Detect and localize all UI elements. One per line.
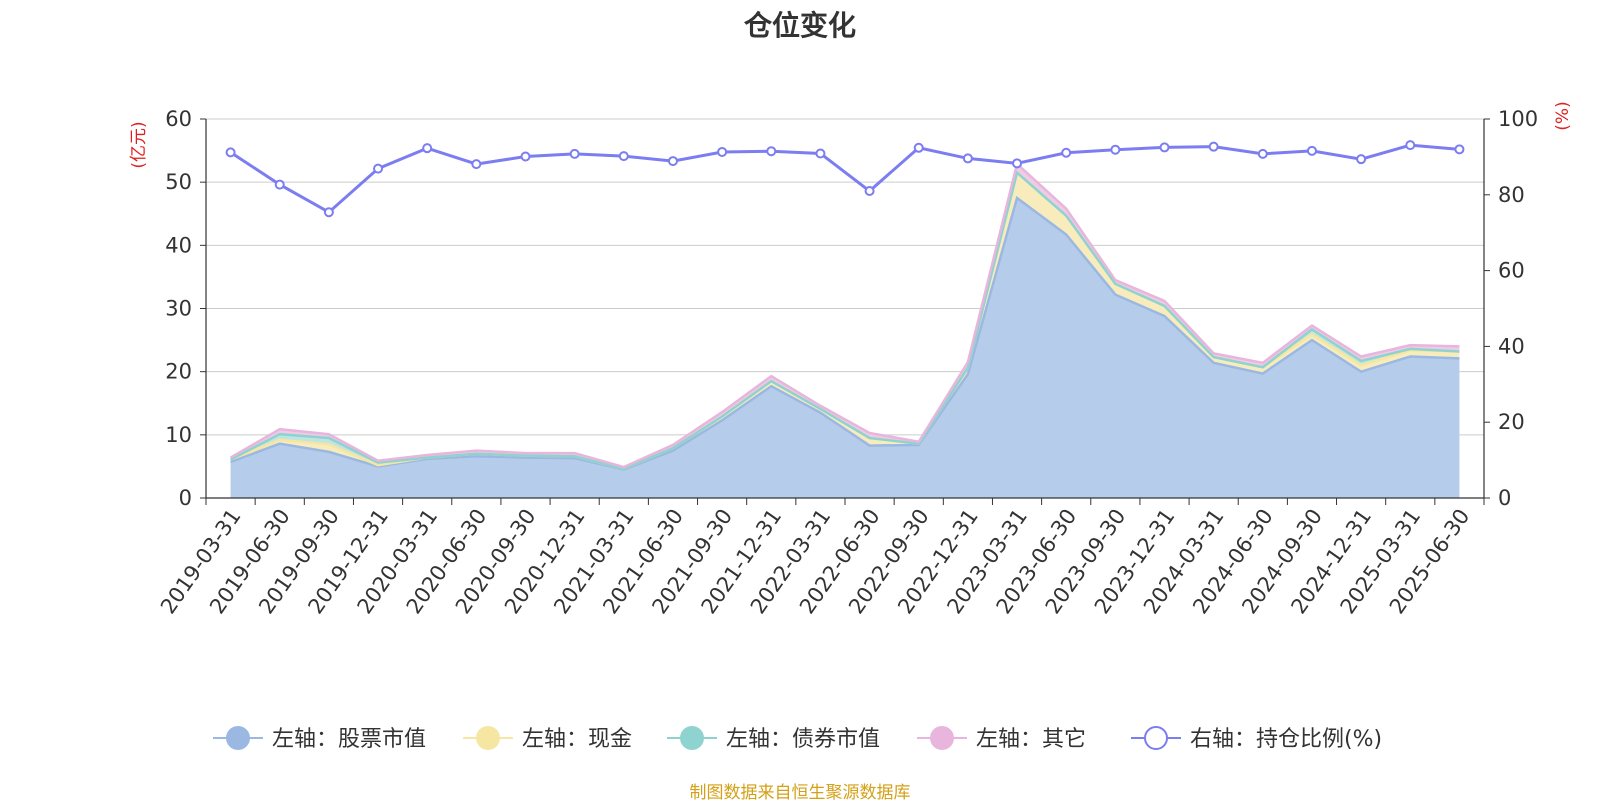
- legend-label: 右轴：持仓比例(%): [1190, 727, 1382, 752]
- ratio-point: [422, 143, 433, 154]
- ratio-point: [864, 186, 875, 197]
- ratio-point: [766, 146, 777, 157]
- legend-marker: [1144, 726, 1168, 750]
- area-line-0: [230, 195, 1460, 471]
- ratio-point: [913, 142, 924, 153]
- legend-marker: [476, 726, 500, 750]
- ratio-point: [471, 159, 482, 170]
- ratio-point: [1208, 141, 1219, 152]
- left-tick-label: 60: [165, 107, 192, 131]
- area-0: [230, 197, 1460, 498]
- ratio-point: [225, 147, 236, 158]
- position-change-chart: 01020304050600204060801002019-03-312019-…: [129, 101, 1573, 752]
- grid-lines: [206, 118, 1484, 436]
- ratio-point: [323, 207, 334, 218]
- right-axis-unit: (%): [1553, 101, 1573, 130]
- ratio-point: [1012, 158, 1023, 169]
- left-tick-label: 20: [165, 360, 192, 384]
- ratio-point: [520, 151, 531, 162]
- chart-title: 仓位变化: [743, 9, 856, 42]
- legend-label: 左轴：其它: [976, 727, 1086, 752]
- ratio-point: [618, 151, 629, 162]
- ratio-point: [1405, 140, 1416, 151]
- area-line-2: [230, 170, 1460, 471]
- legend-label: 左轴：股票市值: [272, 727, 426, 752]
- ratio-point: [274, 179, 285, 190]
- ratio-point: [569, 148, 580, 159]
- data-source-note: 制图数据来自恒生聚源数据库: [689, 783, 911, 803]
- ratio-line: [225, 140, 1465, 218]
- legend-marker: [930, 726, 954, 750]
- legend: 左轴：股票市值 左轴：现金 左轴：债券市值 左轴：其它 右轴：持仓比例(%): [213, 726, 1382, 752]
- left-tick-label: 40: [165, 233, 192, 257]
- ratio-point: [667, 156, 678, 167]
- ratio-point: [1159, 142, 1170, 153]
- legend-label: 左轴：债券市值: [726, 727, 880, 752]
- ratio-point: [1356, 154, 1367, 165]
- ratio-point: [373, 163, 384, 174]
- legend-marker: [680, 726, 704, 750]
- left-tick-label: 10: [165, 423, 192, 447]
- area-line-3: [229, 161, 1460, 469]
- ratio-polyline: [229, 143, 1460, 215]
- right-tick-label: 40: [1498, 334, 1525, 358]
- right-tick-label: 0: [1498, 486, 1511, 510]
- left-tick-label: 50: [165, 170, 192, 194]
- ratio-point: [717, 146, 728, 157]
- ratio-point: [1110, 144, 1121, 155]
- right-tick-label: 100: [1498, 107, 1538, 131]
- left-tick-label: 30: [165, 297, 192, 321]
- ratio-point: [1454, 144, 1465, 155]
- right-tick-label: 20: [1498, 410, 1525, 434]
- left-tick-label: 0: [179, 486, 192, 510]
- right-tick-label: 60: [1498, 259, 1525, 283]
- stacked-areas: [229, 161, 1460, 498]
- ratio-point: [1257, 148, 1268, 159]
- legend-marker: [226, 726, 250, 750]
- left-axis-unit: (亿元): [129, 121, 149, 168]
- ratio-point: [1306, 145, 1317, 156]
- legend-label: 左轴：现金: [522, 727, 632, 752]
- ratio-point: [815, 148, 826, 159]
- right-tick-label: 80: [1498, 183, 1525, 207]
- ratio-point: [1061, 147, 1072, 158]
- ratio-point: [962, 153, 973, 164]
